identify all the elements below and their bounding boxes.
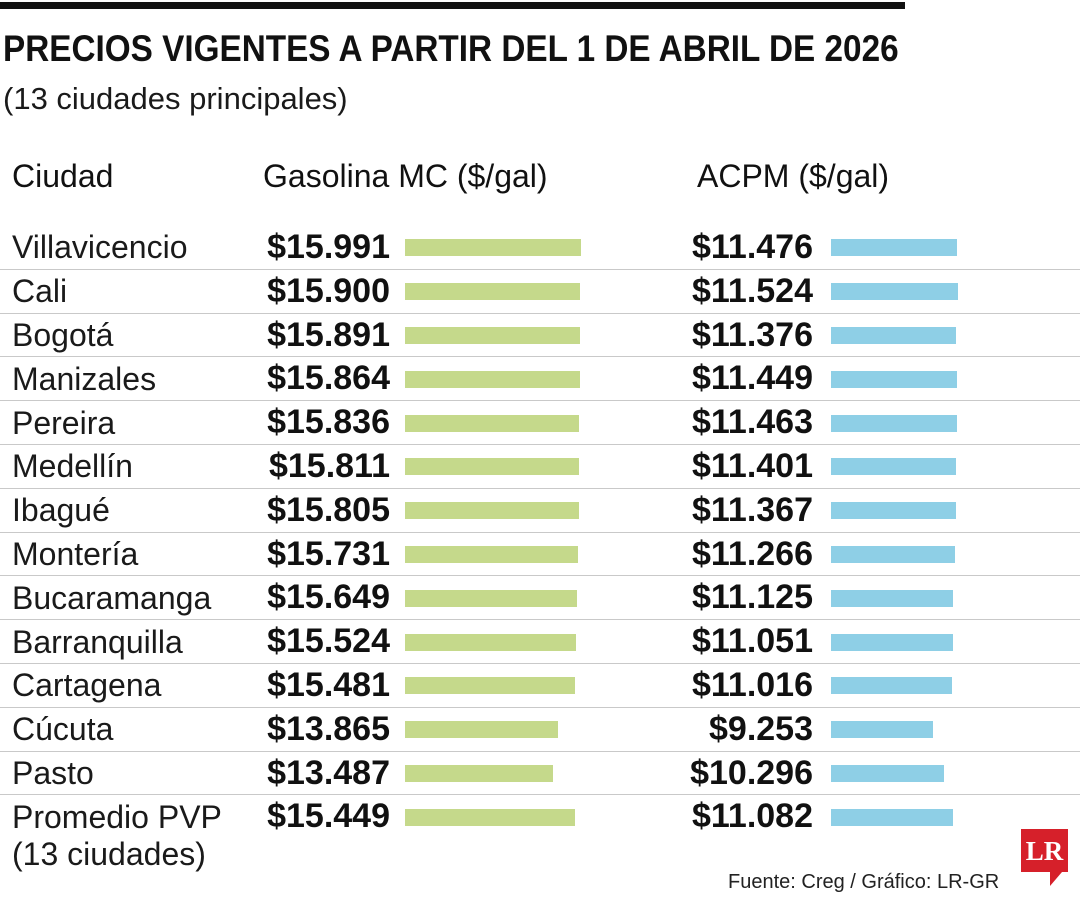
price-table: Villavicencio $15.991 $11.476 Cali $15.900 $1…: [0, 226, 1080, 872]
gasoline-price-label: $13.865: [267, 709, 390, 748]
logo-text: LR: [1026, 836, 1064, 866]
acpm-bar: [831, 545, 955, 563]
gasoline-price-label: $15.649: [267, 578, 390, 617]
table-row: Bogotá $15.891 $11.376: [0, 314, 1080, 358]
acpm-price-label: $11.401: [691, 447, 813, 485]
table-row: Cúcuta $13.865 $9.253: [0, 708, 1080, 752]
chart-title: PRECIOS VIGENTES A PARTIR DEL 1 DE ABRIL…: [3, 28, 899, 69]
acpm-price-label: $11.476: [691, 228, 813, 266]
acpm-bar: [831, 633, 953, 651]
acpm-price-label: $11.051: [691, 622, 813, 661]
city-name: Ibagué: [12, 492, 110, 529]
acpm-price-label: $11.463: [691, 403, 813, 442]
gasoline-bar: [405, 239, 581, 257]
gasoline-price-label: $15.524: [267, 622, 390, 661]
table-row: Ibagué $15.805 $11.367: [0, 489, 1080, 533]
city-name: Manizales: [12, 360, 157, 397]
city-name: Barranquilla: [12, 623, 183, 660]
gasoline-bar: [405, 283, 580, 301]
acpm-bar: [831, 808, 953, 826]
acpm-price-label: $11.376: [691, 315, 813, 354]
acpm-price-label: $11.367: [691, 490, 813, 529]
table-row: Promedio PVP (13 ciudades) $15.449 $11.082: [0, 795, 1080, 872]
acpm-price-label: $9.253: [709, 709, 813, 748]
chart-subtitle: (13 ciudades principales): [3, 81, 348, 116]
gasoline-price-label: $13.487: [267, 753, 390, 792]
acpm-bar: [831, 502, 956, 520]
acpm-bar: [831, 239, 958, 257]
table-row: Pereira $15.836 $11.463: [0, 401, 1080, 445]
city-name: Montería: [12, 535, 139, 572]
acpm-bar: [831, 721, 933, 739]
city-name: Cúcuta: [12, 711, 114, 748]
column-header-gasoline: Gasolina MC ($/gal): [263, 158, 548, 194]
city-name: Bogotá: [12, 316, 114, 353]
acpm-price-label: $11.266: [691, 534, 813, 573]
table-row: Manizales $15.864 $11.449: [0, 357, 1080, 402]
city-name: Pereira: [12, 404, 116, 441]
top-rule: [0, 2, 905, 9]
acpm-bar: [831, 414, 958, 432]
gasoline-bar: [405, 721, 558, 739]
gasoline-bar: [405, 764, 554, 782]
acpm-bar: [831, 677, 953, 695]
gasoline-bar: [405, 414, 580, 432]
gasoline-bar: [405, 633, 576, 651]
column-header-city: Ciudad: [12, 158, 114, 194]
table-row: Barranquilla $15.524 $11.051: [0, 620, 1080, 664]
source-note: Fuente: Creg / Gráfico: LR-GR: [728, 871, 1000, 893]
table-row: Cali $15.900 $11.524: [0, 270, 1080, 314]
table-row: Bucaramanga $15.649 $11.125: [0, 576, 1080, 621]
lr-logo: LR: [1021, 829, 1068, 886]
gasoline-bar: [405, 458, 579, 476]
acpm-price-label: $11.524: [691, 271, 813, 310]
table-row: Pasto $13.487 $10.296: [0, 752, 1080, 796]
gasoline-price-label: $15.864: [267, 359, 390, 398]
gasoline-bar: [405, 326, 580, 344]
acpm-price-label: $11.082: [691, 797, 813, 836]
city-name: Pasto: [12, 754, 94, 791]
city-name: Medellín: [12, 448, 133, 485]
gasoline-bar: [405, 808, 575, 826]
gasoline-price-label: $15.731: [267, 534, 390, 573]
table-row: Montería $15.731 $11.266: [0, 533, 1080, 577]
column-header-acpm: ACPM ($/gal): [697, 158, 890, 194]
gasoline-price-label: $15.991: [267, 228, 390, 266]
table-row: Villavicencio $15.991 $11.476: [0, 226, 1080, 270]
table-row: Medellín $15.811 $11.401: [0, 445, 1080, 489]
acpm-bar: [831, 458, 957, 476]
table-row: Cartagena $15.481 $11.016: [0, 664, 1080, 708]
gasoline-price-label: $15.891: [267, 315, 390, 354]
gasoline-price-label: $15.449: [267, 797, 390, 836]
gasoline-price-label: $15.811: [268, 447, 390, 485]
acpm-price-label: $11.016: [691, 666, 813, 704]
acpm-bar: [831, 764, 945, 782]
gasoline-price-label: $15.805: [267, 490, 390, 529]
gasoline-bar: [405, 545, 578, 563]
logo-shape: [1021, 829, 1068, 886]
city-name: Promedio PVP (13 ciudades): [12, 798, 222, 872]
gasoline-price-label: $15.481: [267, 666, 390, 704]
acpm-bar: [831, 326, 957, 344]
acpm-price-label: $10.296: [690, 753, 813, 792]
city-name: Cali: [12, 273, 68, 310]
gasoline-bar: [405, 589, 578, 607]
acpm-bar: [831, 370, 957, 388]
city-name: Cartagena: [12, 667, 162, 704]
city-name: Villavicencio: [12, 229, 188, 266]
gasoline-bar: [405, 370, 580, 388]
acpm-bar: [831, 283, 958, 301]
city-name: Bucaramanga: [12, 579, 212, 616]
gasoline-price-label: $15.836: [267, 403, 390, 442]
acpm-bar: [831, 589, 954, 607]
acpm-price-label: $11.449: [691, 359, 813, 398]
gasoline-price-label: $15.900: [267, 271, 390, 310]
gasoline-bar: [405, 502, 579, 520]
acpm-price-label: $11.125: [691, 578, 813, 617]
gasoline-bar: [405, 677, 576, 695]
